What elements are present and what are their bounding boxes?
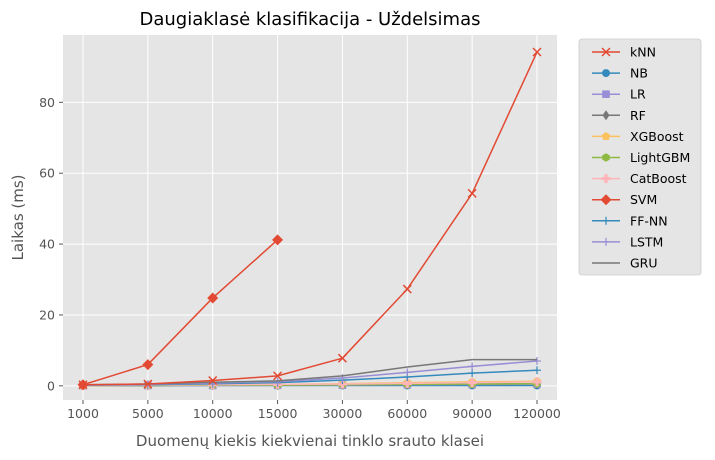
- legend-item-xgboost: XGBoost: [592, 129, 684, 144]
- data-point-svm: [142, 359, 154, 371]
- plot-area: [63, 35, 557, 400]
- x-tick-label: 120000: [513, 406, 561, 421]
- data-point-knn: [337, 353, 347, 363]
- y-tick-label: 40: [39, 237, 55, 252]
- x-tick-label: 1000: [67, 406, 99, 421]
- legend-label: GRU: [630, 256, 658, 271]
- data-point-ff-nn: [468, 369, 477, 378]
- legend-label: kNN: [630, 45, 656, 60]
- legend-marker: [602, 153, 610, 162]
- legend: kNN NB LR RF XGBoost LightGBM CatBoost SVM FF-NN…: [578, 38, 702, 276]
- data-point-knn: [273, 371, 283, 381]
- data-point-knn: [143, 379, 153, 389]
- legend-item-nb: NB: [592, 66, 648, 81]
- x-axis-label: Duomenų kiekis kiekvienai tinklo srauto …: [136, 432, 484, 450]
- legend-label: NB: [630, 66, 648, 81]
- ticks: 1000 5000 10000 15000 30000 60000 90000 120000 0…: [39, 95, 561, 421]
- legend-marker: [600, 194, 612, 206]
- legend-marker: [601, 131, 611, 141]
- legend-item-lightgbm: LightGBM: [592, 150, 690, 165]
- legend-label: XGBoost: [630, 129, 684, 144]
- series-line-svm: [82, 239, 279, 386]
- x-tick-label: 5000: [132, 406, 164, 421]
- data-point-ff-nn: [533, 366, 541, 375]
- x-tick-label: 30000: [323, 406, 363, 421]
- series-layer: [77, 47, 542, 391]
- data-point-catboost: [467, 378, 477, 388]
- x-tick-label: 10000: [193, 406, 233, 421]
- data-point-catboost: [402, 378, 412, 388]
- legend-marker: [601, 174, 611, 184]
- data-point-lstm: [533, 357, 541, 366]
- data-point-catboost: [532, 377, 542, 387]
- chart-title: Daugiaklasė klasifikacija - Uždelsimas: [139, 9, 480, 30]
- legend-label: CatBoost: [630, 171, 687, 186]
- legend-item-svm: SVM: [592, 192, 657, 207]
- legend-label: LightGBM: [630, 150, 690, 165]
- legend-marker: [602, 90, 610, 98]
- legend-marker: [602, 237, 610, 246]
- data-point-knn: [532, 47, 542, 57]
- x-tick-label: 60000: [387, 406, 427, 421]
- legend-marker: [602, 69, 610, 78]
- legend-item-gru: GRU: [592, 256, 658, 271]
- y-tick-label: 80: [39, 95, 55, 110]
- y-axis-label: Laikas (ms): [9, 174, 27, 260]
- legend-item-lstm: LSTM: [592, 234, 663, 249]
- legend-label: LSTM: [630, 234, 663, 249]
- legend-label: LR: [630, 87, 646, 102]
- legend-item-ff-nn: FF-NN: [592, 213, 668, 228]
- y-tick-label: 0: [47, 378, 55, 393]
- data-point-lstm: [403, 368, 412, 377]
- x-tick-label: 15000: [258, 406, 298, 421]
- data-point-lstm: [468, 362, 477, 371]
- x-tick-label: 90000: [452, 406, 492, 421]
- legend-label: SVM: [630, 192, 657, 207]
- data-point-knn: [208, 375, 218, 386]
- legend-item-rf: RF: [592, 108, 646, 123]
- data-point-knn: [467, 188, 477, 198]
- legend-item-lr: LR: [592, 87, 646, 102]
- legend-marker: [602, 216, 610, 225]
- legend-item-catboost: CatBoost: [592, 171, 687, 186]
- legend-item-knn: kNN: [592, 45, 656, 60]
- legend-marker: [602, 110, 610, 121]
- series-knn: [78, 47, 542, 390]
- data-point-svm: [272, 234, 284, 246]
- legend-label: RF: [630, 108, 646, 123]
- series-line-knn: [82, 51, 538, 386]
- data-point-svm: [77, 379, 89, 391]
- y-tick-label: 60: [39, 166, 55, 181]
- legend-label: FF-NN: [630, 213, 668, 228]
- legend-marker: [601, 47, 611, 57]
- data-point-svm: [207, 292, 219, 304]
- data-point-knn: [402, 284, 412, 294]
- y-tick-label: 20: [39, 307, 55, 322]
- series-svm: [77, 234, 284, 391]
